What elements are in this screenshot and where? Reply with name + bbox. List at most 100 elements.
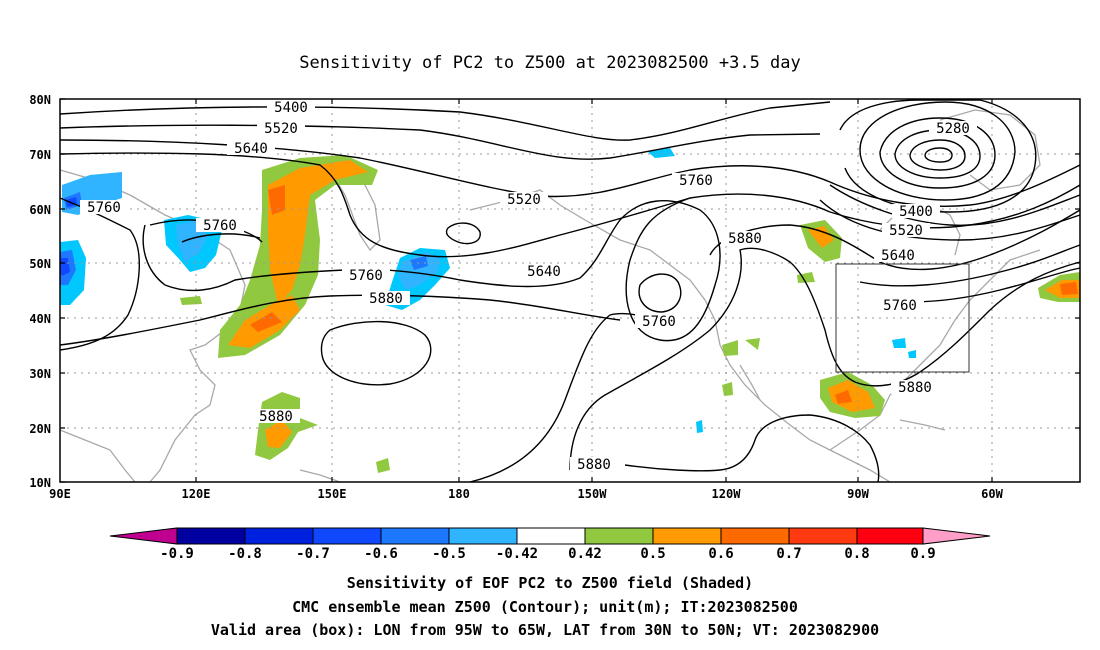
- lat-label: 50N: [29, 257, 51, 271]
- contour-label-text: 5400: [899, 204, 933, 220]
- ticks-left: [60, 98, 65, 483]
- z500-contours: [59, 99, 1081, 483]
- contour-label-text: 5640: [881, 248, 915, 264]
- lat-label: 20N: [29, 422, 51, 436]
- colorbar-swatch: [856, 527, 924, 545]
- lat-label: 30N: [29, 367, 51, 381]
- contour-line-11: [569, 247, 1081, 471]
- contour-label-text: 5880: [369, 291, 403, 307]
- contour-label: 5880: [721, 231, 769, 247]
- footer-line-1: Sensitivity of EOF PC2 to Z500 field (Sh…: [347, 574, 753, 592]
- contour-low-ring-2: [894, 129, 981, 179]
- colorbar-swatch: [380, 527, 450, 545]
- contour-label: 5640: [227, 141, 275, 157]
- contour-label-text: 5520: [264, 121, 298, 137]
- colorbar-label: -0.42: [496, 546, 538, 562]
- colorbar-label: 0.8: [844, 546, 869, 562]
- contour-label: 5760: [196, 218, 244, 234]
- contour-label-text: 5760: [883, 298, 917, 314]
- colorbar-swatch: [312, 527, 382, 545]
- lat-label: 60N: [29, 203, 51, 217]
- contour-label-text: 5880: [728, 231, 762, 247]
- shade-green-small-4: [745, 338, 760, 350]
- colorbar-label: 0.7: [776, 546, 801, 562]
- contour-closed-small: [445, 222, 481, 245]
- contour-label: 5640: [874, 248, 922, 264]
- contour-label: 5760: [876, 298, 924, 314]
- shade-red-japan-2: [250, 312, 282, 332]
- contour-label: 5520: [257, 121, 305, 137]
- ticks-bottom: [195, 477, 993, 482]
- contour-label-text: 5760: [679, 173, 713, 189]
- contour-low-ring-5: [859, 101, 1016, 201]
- colorbar-low-triangle: [109, 527, 178, 545]
- shade-green-small-5: [722, 382, 733, 396]
- contour-label: 5880: [362, 291, 410, 307]
- footer-line-3: Valid area (box): LON from 95W to 65W, L…: [211, 621, 879, 639]
- lat-label: 80N: [29, 93, 51, 107]
- contour-label: 5520: [882, 223, 930, 239]
- contour-label-text: 5760: [203, 218, 237, 234]
- shade-cyan-box-1: [892, 338, 906, 348]
- colorbar-label: 0.5: [640, 546, 665, 562]
- map-frame: [59, 98, 1081, 483]
- contour-line-17: [819, 199, 1081, 241]
- contour-low-ring-3: [909, 139, 966, 171]
- coastline-australia: [299, 469, 341, 483]
- shade-red-atlantic: [1060, 282, 1078, 295]
- contour-low-ring-4: [924, 147, 953, 163]
- lon-label: 90E: [49, 487, 71, 501]
- colorbar-swatch: [788, 527, 858, 545]
- contour-line-14: [859, 244, 1081, 287]
- contour-label: 5640: [520, 264, 568, 280]
- colorbar-high-triangle: [922, 527, 991, 545]
- contour-label-text: 5880: [898, 380, 932, 396]
- colorbar-label: -0.8: [228, 546, 262, 562]
- colorbar-swatch: [584, 527, 654, 545]
- contour-label-text: 5400: [274, 100, 308, 116]
- shade-cyan-arctic: [648, 148, 675, 158]
- contour-label-text: 5520: [507, 192, 541, 208]
- valid-area-box: [835, 263, 970, 373]
- shade-green-small-2: [376, 458, 390, 473]
- lon-label: 180: [448, 487, 470, 501]
- colorbar: -0.9 -0.8 -0.7 -0.6 -0.5 -0.42 0.42 0.5 …: [109, 527, 991, 562]
- contour-line-2: [59, 124, 821, 160]
- contour-line-7: [142, 197, 721, 342]
- colorbar-swatch: [176, 527, 246, 545]
- lon-label: 60W: [981, 487, 1003, 501]
- colorbar-swatch: [720, 527, 790, 545]
- coastline-baja: [739, 364, 761, 401]
- contour-line-13: [709, 209, 1081, 271]
- contour-label: 5400: [892, 204, 940, 220]
- ticks-top: [195, 99, 993, 104]
- colorbar-label: 0.6: [708, 546, 733, 562]
- shade-orange-japan-north: [268, 160, 368, 305]
- lon-label: 90W: [847, 487, 869, 501]
- shade-cyan-box-2: [908, 350, 916, 358]
- contour-label-text: 5520: [889, 223, 923, 239]
- contour-label: 5760: [672, 173, 720, 189]
- contour-label: 5400: [267, 100, 315, 116]
- contour-label-text: 5760: [349, 268, 383, 284]
- coastline-gulf: [829, 249, 1041, 451]
- map-background: [60, 99, 1080, 482]
- contour-label-text: 5640: [527, 264, 561, 280]
- contour-label-text: 5760: [87, 200, 121, 216]
- coastline-asia: [59, 169, 246, 483]
- contour-label-text: 5640: [234, 141, 268, 157]
- colorbar-label: 0.42: [568, 546, 602, 562]
- shade-blue-pacific: [398, 252, 440, 290]
- contour-label: 5760: [80, 200, 128, 216]
- longitude-labels: 90E 120E 150E 180 150W 120W 90W 60W: [49, 487, 1003, 501]
- shade-cyan-hawaii: [696, 420, 703, 433]
- contour-label: 5880: [252, 409, 300, 425]
- sensitivity-shading: [60, 148, 1080, 473]
- coastline-india: [59, 429, 136, 483]
- colorbar-label: -0.9: [160, 546, 194, 562]
- colorbar-label: -0.6: [364, 546, 398, 562]
- contour-label: 5280: [929, 121, 977, 137]
- contour-label-text: 5280: [936, 121, 970, 137]
- lon-label: 120E: [182, 487, 211, 501]
